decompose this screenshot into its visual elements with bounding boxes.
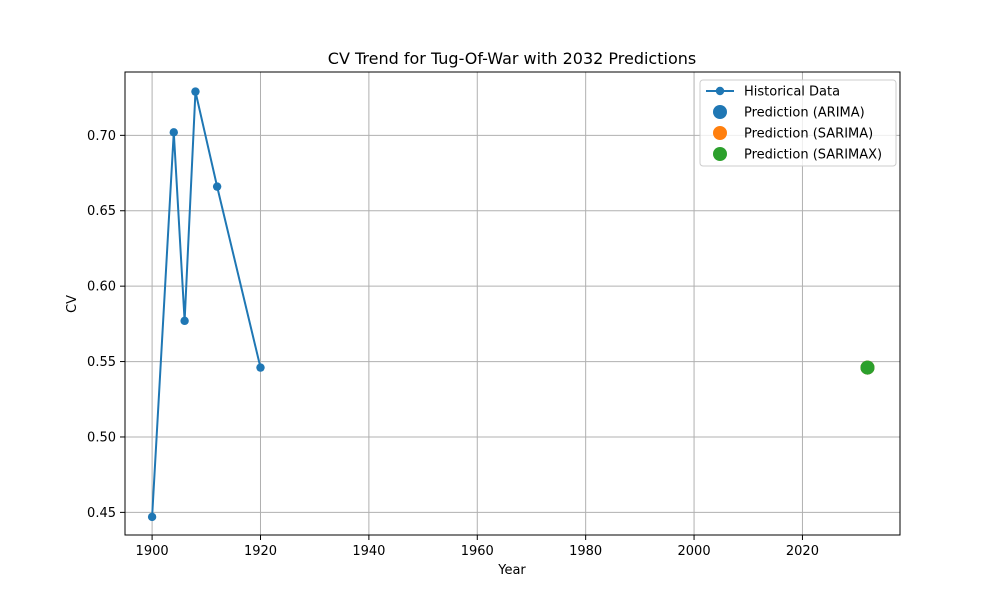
x-tick-label: 2020 — [786, 544, 819, 559]
series — [147, 87, 875, 522]
y-tick-label: 0.60 — [87, 280, 116, 295]
legend-label: Prediction (SARIMAX) — [744, 148, 882, 163]
historical-data-point — [169, 128, 178, 137]
historical-data-point — [256, 363, 265, 372]
prediction-point-prediction-sarimax — [860, 360, 875, 375]
legend-label: Prediction (SARIMA) — [744, 127, 873, 142]
chart-title: CV Trend for Tug-Of-War with 2032 Predic… — [328, 49, 696, 68]
legend-marker-swatch — [713, 105, 727, 119]
plot-frame — [124, 71, 901, 536]
x-axis-title: Year — [497, 563, 526, 578]
legend-label: Prediction (ARIMA) — [744, 106, 865, 121]
y-tick-label: 0.70 — [87, 129, 116, 144]
legend: Historical Data Prediction (ARIMA) Predict… — [699, 79, 897, 167]
x-tick-label: 1900 — [136, 544, 169, 559]
x-tick-label: 1940 — [352, 544, 385, 559]
historical-data-line — [151, 90, 262, 517]
historical-data-point — [180, 316, 189, 326]
historical-data-point — [212, 182, 222, 191]
x-tick-label: 1920 — [244, 544, 277, 559]
y-tick-label: 0.55 — [87, 355, 116, 370]
x-tick-label: 1960 — [461, 544, 494, 559]
historical-data-point — [147, 512, 157, 522]
y-tick-label: 0.45 — [87, 506, 116, 521]
x-tick-label: 2000 — [678, 544, 711, 559]
legend-marker-swatch — [713, 126, 727, 140]
historical-data-point — [191, 87, 200, 96]
y-tick-label: 0.65 — [87, 204, 116, 219]
legend-marker-swatch — [713, 147, 727, 161]
legend-label: Historical Data — [744, 85, 840, 100]
x-tick-label: 1980 — [569, 544, 602, 559]
y-axis-title: CV — [65, 295, 80, 313]
legend-marker-swatch — [715, 86, 725, 96]
legend-box — [699, 79, 897, 167]
axes: 1900 1920 1940 1960 1980 2000 2020 0.45 0.50 0.55… — [87, 71, 901, 559]
y-tick-label: 0.50 — [87, 430, 116, 445]
